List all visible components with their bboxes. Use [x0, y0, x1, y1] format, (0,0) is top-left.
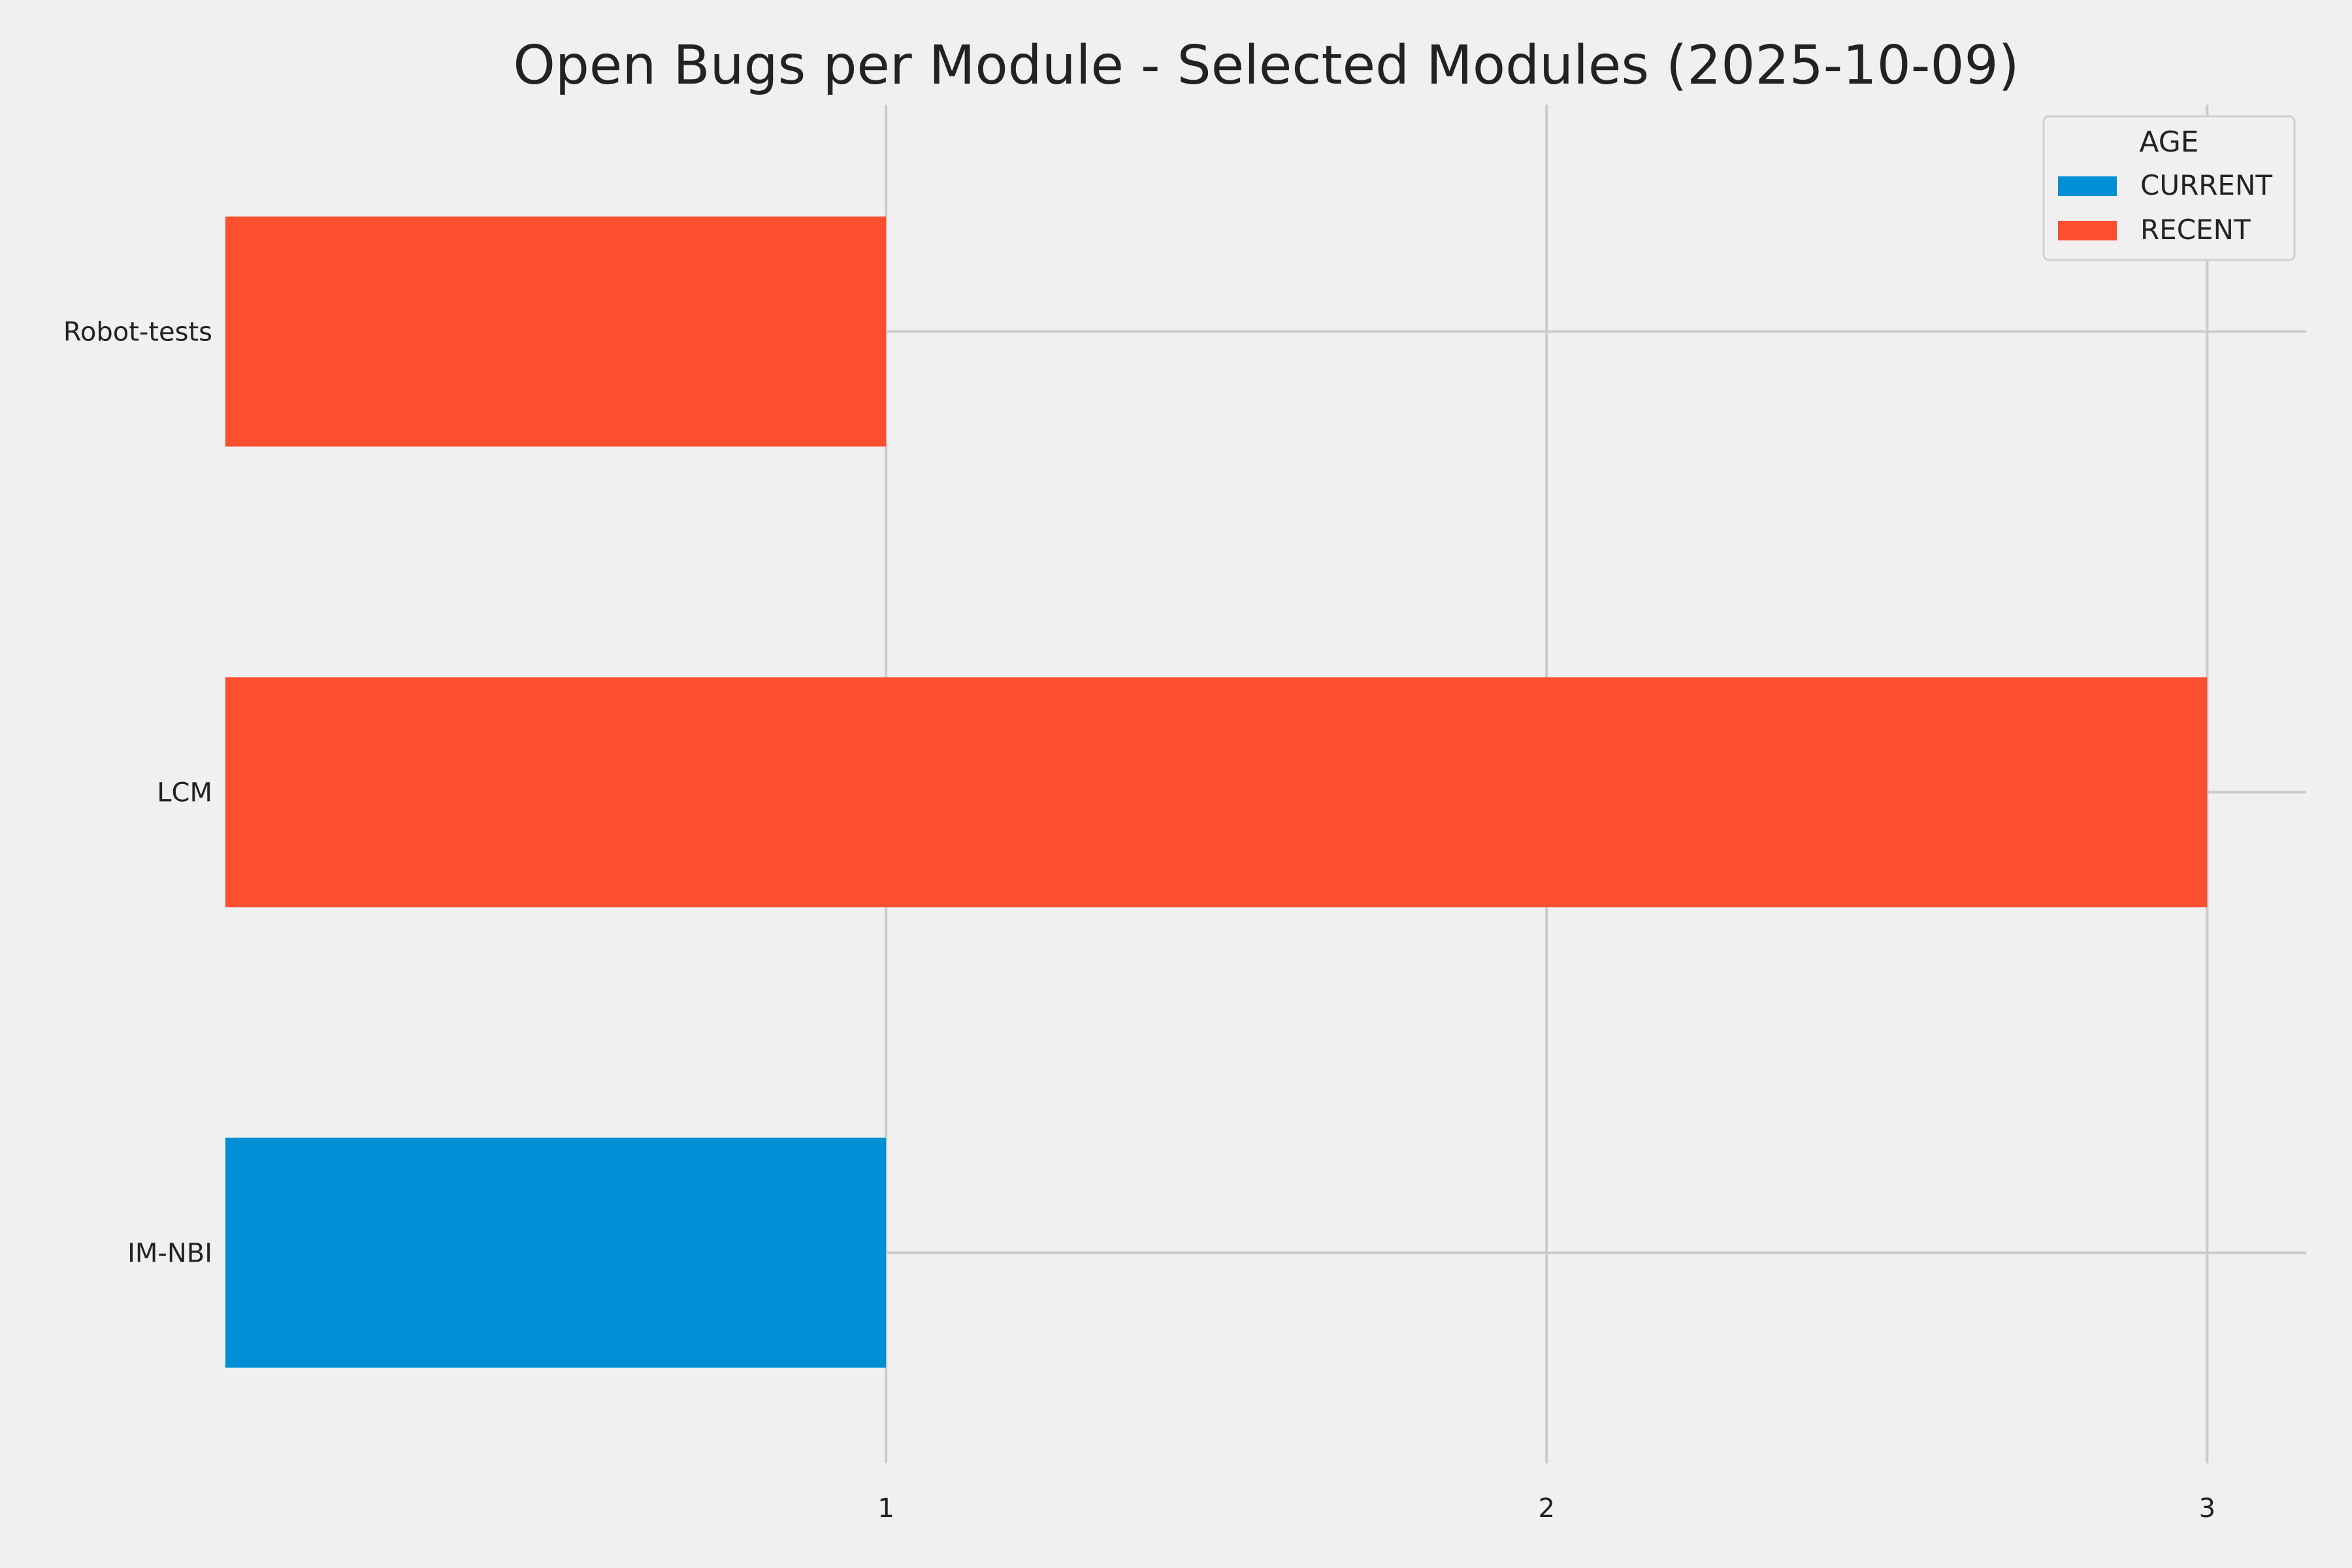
y-tick-label: LCM: [157, 778, 212, 808]
legend-title: AGE: [2139, 125, 2198, 159]
x-tick-label: 3: [2199, 1494, 2215, 1524]
bar-im-nbi-current: [225, 1137, 887, 1368]
legend-swatch-recent: [2058, 221, 2117, 240]
chart-title: Open Bugs per Module - Selected Modules …: [513, 35, 2019, 97]
bars: [225, 216, 2208, 1368]
x-tick-label: 2: [1538, 1494, 1554, 1524]
x-axis-tick-labels: 1 2 3: [877, 1494, 2215, 1524]
legend-swatch-current: [2058, 176, 2117, 196]
x-tick-label: 1: [877, 1494, 894, 1524]
legend-label-recent: RECENT: [2140, 214, 2251, 246]
y-tick-label: Robot-tests: [63, 318, 212, 348]
y-tick-label: IM-NBI: [127, 1239, 212, 1269]
bar-lcm-recent: [225, 677, 2208, 907]
y-axis-tick-labels: IM-NBI LCM Robot-tests: [63, 318, 212, 1269]
bar-robot-tests-recent: [225, 216, 887, 447]
legend-label-current: CURRENT: [2140, 169, 2272, 201]
legend: AGE CURRENT RECENT: [2042, 115, 2296, 261]
